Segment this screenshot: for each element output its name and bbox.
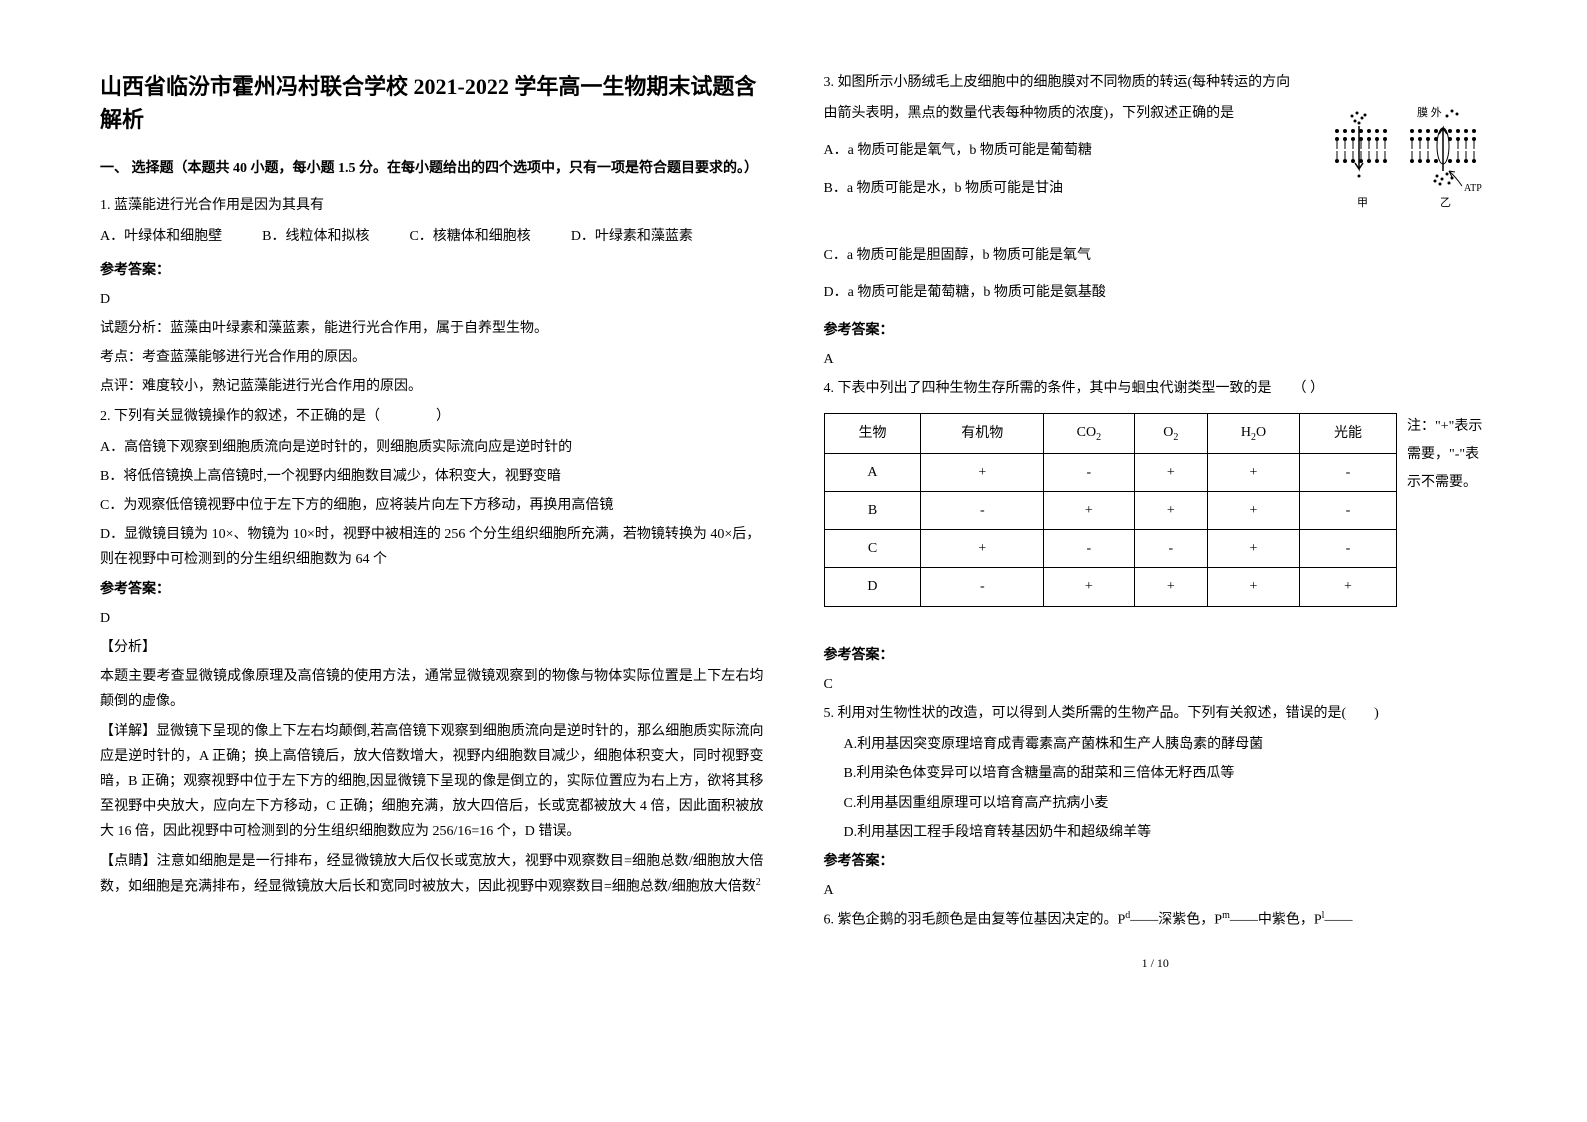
label-atp: ATP (1464, 183, 1482, 194)
q3-container: 由箭头表明，黑点的数量代表每种物质的浓度)，下列叙述正确的是 A．a 物质可能是… (824, 101, 1488, 231)
q1-option-c: C．核糖体和细胞核 (409, 224, 530, 249)
q2-point: 【点睛】注意如细胞是是一行排布，经显微镜放大后仅长或宽放大，视野中观察数目=细胞… (100, 849, 764, 900)
table-header: O2 (1134, 414, 1207, 454)
q4-table-note: 注："+"表示需要，"-"表示不需要。 (1407, 413, 1487, 497)
q4-answer: C (824, 672, 1488, 697)
q1-option-b: B．线粒体和拟核 (262, 224, 369, 249)
question-3: 3. 如图所示小肠绒毛上皮细胞中的细胞膜对不同物质的转运(每种转运的方向 由箭头… (824, 70, 1488, 372)
q4-table-wrapper: 生物 有机物 CO2 O2 H2O 光能 A + - + + - B (824, 413, 1488, 607)
q4-text: 4. 下表中列出了四种生物生存所需的条件，其中与蛔虫代谢类型一致的是 （ ） (824, 376, 1488, 401)
question-4: 4. 下表中列出了四种生物生存所需的条件，其中与蛔虫代谢类型一致的是 （ ） 生… (824, 376, 1488, 697)
document-title: 山西省临汾市霍州冯村联合学校 2021-2022 学年高一生物期末试题含解析 (100, 70, 764, 136)
q3-option-b: B．a 物质可能是水，b 物质可能是甘油 (824, 176, 1298, 201)
q5-text: 5. 利用对生物性状的改造，可以得到人类所需的生物产品。下列有关叙述，错误的是(… (824, 701, 1488, 726)
q1-answer: D (100, 287, 764, 312)
q2-detail-label: 【详解】 (100, 724, 156, 739)
q3-text-1: 3. 如图所示小肠绒毛上皮细胞中的细胞膜对不同物质的转运(每种转运的方向 (824, 70, 1488, 95)
label-b: 乙 (1440, 196, 1451, 209)
q3-option-c: C．a 物质可能是胆固醇，b 物质可能是氧气 (824, 243, 1488, 268)
table-header: 生物 (824, 414, 921, 454)
section-header: 一、 选择题（本题共 40 小题，每小题 1.5 分。在每小题给出的四个选项中，… (100, 156, 764, 181)
diagram-label-outside: 膜 外 (1417, 106, 1442, 119)
q2-superscript: 2 (756, 877, 761, 888)
q2-answer: D (100, 606, 764, 631)
q3-option-a: A．a 物质可能是氧气，b 物质可能是葡萄糖 (824, 138, 1298, 163)
q1-analysis-1: 试题分析：蓝藻由叶绿素和藻蓝素，能进行光合作用，属于自养型生物。 (100, 316, 764, 341)
q1-text: 1. 蓝藻能进行光合作用是因为其具有 (100, 193, 764, 218)
question-5: 5. 利用对生物性状的改造，可以得到人类所需的生物产品。下列有关叙述，错误的是(… (824, 701, 1488, 903)
table-row: D - + + + + (824, 568, 1397, 606)
membrane-left (1335, 129, 1387, 163)
q5-options: A.利用基因突变原理培育成青霉素高产菌株和生产人胰岛素的酵母菌 B.利用染色体变… (824, 732, 1488, 845)
arrow-b (1439, 128, 1447, 171)
table-header: 有机物 (921, 414, 1044, 454)
q2-option-d: D．显微镜目镜为 10×、物镜为 10×时，视野中被相连的 256 个分生组织细… (100, 522, 764, 572)
q5-option-c: C.利用基因重组原理可以培育高产抗病小麦 (844, 791, 1488, 816)
q2-option-a: A．高倍镜下观察到细胞质流向是逆时针的，则细胞质实际流向应是逆时针的 (100, 435, 764, 460)
q3-answer-label: 参考答案： (824, 318, 1488, 343)
q2-analysis-text: 本题主要考查显微镜成像原理及高倍镜的使用方法，通常显微镜观察到的物像与物体实际位… (100, 664, 764, 714)
q5-option-d: D.利用基因工程手段培育转基因奶牛和超级绵羊等 (844, 820, 1488, 845)
q2-text: 2. 下列有关显微镜操作的叙述，不正确的是（ ） (100, 404, 764, 429)
label-a: 甲 (1357, 197, 1368, 209)
q2-detail: 【详解】显微镜下呈现的像上下左右均颠倒,若高倍镜下观察到细胞质流向是逆时针的，那… (100, 719, 764, 845)
question-6: 6. 紫色企鹅的羽毛颜色是由复等位基因决定的。Pd——深紫色，Pm——中紫色，P… (824, 907, 1488, 933)
page-number: 1 / 10 (824, 953, 1488, 975)
left-column: 山西省临汾市霍州冯村联合学校 2021-2022 学年高一生物期末试题含解析 一… (100, 70, 764, 1092)
question-2: 2. 下列有关显微镜操作的叙述，不正确的是（ ） A．高倍镜下观察到细胞质流向是… (100, 404, 764, 900)
table-row: B - + + + - (824, 492, 1397, 530)
q1-analysis-2: 考点：考查蓝藻能够进行光合作用的原因。 (100, 345, 764, 370)
table-row: C + - - + - (824, 530, 1397, 568)
dots-a-top (1351, 112, 1367, 125)
table-header: H2O (1208, 414, 1300, 454)
q6-text: 6. 紫色企鹅的羽毛颜色是由复等位基因决定的。Pd——深紫色，Pm——中紫色，P… (824, 907, 1488, 933)
table-row: A + - + + - (824, 453, 1397, 491)
q3-options-remaining: C．a 物质可能是胆固醇，b 物质可能是氧气 D．a 物质可能是葡萄糖，b 物质… (824, 243, 1488, 305)
question-1: 1. 蓝藻能进行光合作用是因为其具有 A．叶绿体和细胞壁 B．线粒体和拟核 C．… (100, 193, 764, 399)
q2-option-b: B．将低倍镜换上高倍镜时,一个视野内细胞数目减少，体积变大，视野变暗 (100, 464, 764, 489)
q2-point-label: 【点睛】 (100, 854, 157, 869)
q4-table: 生物 有机物 CO2 O2 H2O 光能 A + - + + - B (824, 413, 1398, 607)
table-header: CO2 (1044, 414, 1135, 454)
q1-answer-label: 参考答案： (100, 258, 764, 283)
q5-answer: A (824, 878, 1488, 903)
q3-answer: A (824, 347, 1488, 372)
dot-a-bottom (1358, 175, 1361, 178)
q2-options: A．高倍镜下观察到细胞质流向是逆时针的，则细胞质实际流向应是逆时针的 B．将低倍… (100, 435, 764, 573)
table-header: 光能 (1299, 414, 1396, 454)
dots-b-top (1446, 110, 1459, 118)
q2-point-text: 注意如细胞是是一行排布，经显微镜放大后仅长或宽放大，视野中观察数目=细胞总数/细… (100, 854, 764, 895)
q3-text-block: 由箭头表明，黑点的数量代表每种物质的浓度)，下列叙述正确的是 A．a 物质可能是… (824, 101, 1298, 231)
membrane-diagram: 膜 外 (1307, 101, 1487, 231)
q1-options: A．叶绿体和细胞壁 B．线粒体和拟核 C．核糖体和细胞核 D．叶绿素和藻蓝素 (100, 224, 764, 249)
right-column: 3. 如图所示小肠绒毛上皮细胞中的细胞膜对不同物质的转运(每种转运的方向 由箭头… (824, 70, 1488, 1092)
table-header-row: 生物 有机物 CO2 O2 H2O 光能 (824, 414, 1397, 454)
q5-option-a: A.利用基因突变原理培育成青霉素高产菌株和生产人胰岛素的酵母菌 (844, 732, 1488, 757)
q4-answer-label: 参考答案： (824, 643, 1488, 668)
q1-analysis-3: 点评：难度较小，熟记蓝藻能进行光合作用的原因。 (100, 374, 764, 399)
q3-option-d: D．a 物质可能是葡萄糖，b 物质可能是氨基酸 (824, 280, 1488, 305)
q3-text-2: 由箭头表明，黑点的数量代表每种物质的浓度)，下列叙述正确的是 (824, 101, 1298, 126)
q1-option-d: D．叶绿素和藻蓝素 (571, 224, 693, 249)
q2-option-c: C．为观察低倍镜视野中位于左下方的细胞，应将装片向左下方移动，再换用高倍镜 (100, 493, 764, 518)
q5-option-b: B.利用染色体变异可以培育含糖量高的甜菜和三倍体无籽西瓜等 (844, 761, 1488, 786)
q2-answer-label: 参考答案： (100, 577, 764, 602)
q1-option-a: A．叶绿体和细胞壁 (100, 224, 222, 249)
q2-analysis-label: 【分析】 (100, 635, 764, 660)
q2-detail-text: 显微镜下呈现的像上下左右均颠倒,若高倍镜下观察到细胞质流向是逆时针的，那么细胞质… (100, 724, 764, 840)
q5-answer-label: 参考答案： (824, 849, 1488, 874)
